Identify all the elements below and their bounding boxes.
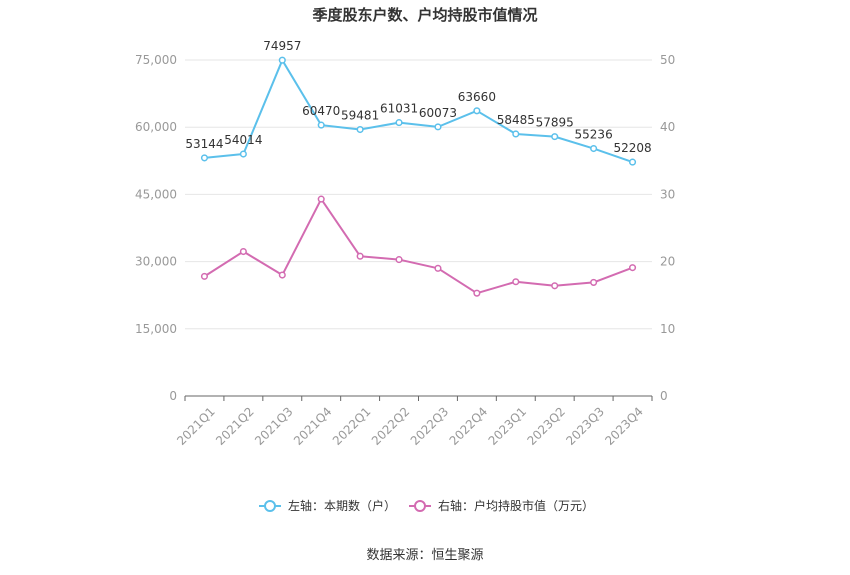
series-1-point[interactable] [628, 158, 637, 166]
series-1-point[interactable] [551, 133, 559, 141]
series-2-point[interactable] [628, 264, 637, 272]
chart-title: 季度股东户数、户均持股市值情况 [312, 6, 537, 24]
y-left-tick-label: 0 [169, 389, 177, 403]
source-note: 数据来源：恒生聚源 [366, 548, 483, 563]
series-1-point[interactable] [278, 56, 286, 64]
series-1-point[interactable] [200, 154, 209, 162]
data-label: 61031 [380, 102, 418, 116]
data-labels: 53144 54014 74957 60470 59481 61031 6007363660… [185, 39, 651, 155]
series-1-point[interactable] [395, 119, 403, 127]
series-1-point[interactable] [512, 130, 520, 138]
series-1-point[interactable] [434, 123, 442, 131]
legend[interactable]: 左轴：本期数（户） 右轴：户均持股市值（万元） [259, 498, 594, 513]
x-tick-label: 2023Q2 [524, 404, 568, 448]
y-right-tick-label: 0 [660, 389, 668, 403]
series-2-point[interactable] [239, 247, 247, 256]
series-1-point[interactable] [356, 125, 364, 134]
y-right-tick-label: 50 [660, 53, 675, 67]
data-label: 58485 [497, 113, 535, 127]
x-tick-label: 2021Q2 [213, 404, 257, 448]
data-label: 57895 [536, 116, 574, 130]
series-1-point[interactable] [317, 121, 325, 129]
y-right-tick-label: 20 [660, 255, 675, 269]
data-label: 54014 [224, 133, 262, 147]
y-left-tick-label: 15,000 [135, 322, 177, 336]
x-tick-label: 2023Q3 [563, 404, 607, 448]
series-2-point[interactable] [200, 272, 209, 280]
series-line-1 [204, 59, 633, 164]
series-2-point[interactable] [590, 278, 598, 286]
x-tick-label: 2023Q1 [486, 404, 530, 448]
x-tick-label: 2021Q3 [252, 404, 296, 448]
grid-lines [185, 59, 652, 330]
series-1-point[interactable] [590, 144, 598, 153]
legend-item-1[interactable]: 左轴：本期数（户） [259, 498, 396, 513]
y-left-tick-label: 45,000 [135, 187, 177, 201]
legend-label: 左轴：本期数（户） [288, 498, 396, 513]
x-tick-label: 2022Q2 [369, 404, 413, 448]
series-2-point[interactable] [434, 264, 442, 272]
x-tick-label: 2021Q1 [174, 404, 218, 448]
series-1-point[interactable] [473, 107, 481, 115]
x-tick-label: 2022Q3 [408, 404, 452, 448]
y-left-tick-label: 75,000 [135, 53, 177, 67]
data-label: 53144 [185, 137, 223, 151]
y-left-tick-label: 60,000 [135, 120, 177, 134]
y-right-tick-label: 40 [660, 120, 675, 134]
x-tick-label: 2023Q4 [602, 404, 646, 448]
x-tick-label: 2021Q4 [291, 404, 335, 448]
series-layer [200, 56, 637, 297]
x-tick-label: 2022Q1 [330, 404, 374, 448]
series-line-2 [203, 198, 633, 295]
series-2-point[interactable] [356, 252, 364, 260]
data-label: 74957 [263, 39, 301, 53]
legend-item-2[interactable]: 右轴：户均持股市值（万元） [409, 498, 594, 513]
series-2-point[interactable] [551, 282, 559, 290]
data-label: 63660 [458, 90, 496, 104]
y-right-tick-label: 30 [660, 187, 675, 201]
y-left-tick-label: 30,000 [135, 255, 177, 269]
data-label: 60470 [302, 104, 340, 118]
legend-marker [264, 500, 276, 512]
series-1-point[interactable] [239, 150, 247, 158]
series-2-point[interactable] [473, 289, 481, 297]
data-label: 59481 [341, 109, 379, 123]
data-label: 52208 [613, 141, 651, 155]
data-label: 55236 [575, 128, 613, 142]
series-2-point[interactable] [278, 271, 286, 279]
series-2-point[interactable] [317, 195, 325, 203]
y-right-tick-label: 10 [660, 322, 675, 336]
x-tick-label: 2022Q4 [447, 404, 491, 448]
series-2-point[interactable] [512, 278, 520, 286]
series-2-point[interactable] [395, 256, 403, 264]
legend-label: 右轴：户均持股市值（万元） [438, 498, 594, 513]
data-label: 60073 [419, 106, 457, 120]
legend-marker [414, 500, 426, 512]
